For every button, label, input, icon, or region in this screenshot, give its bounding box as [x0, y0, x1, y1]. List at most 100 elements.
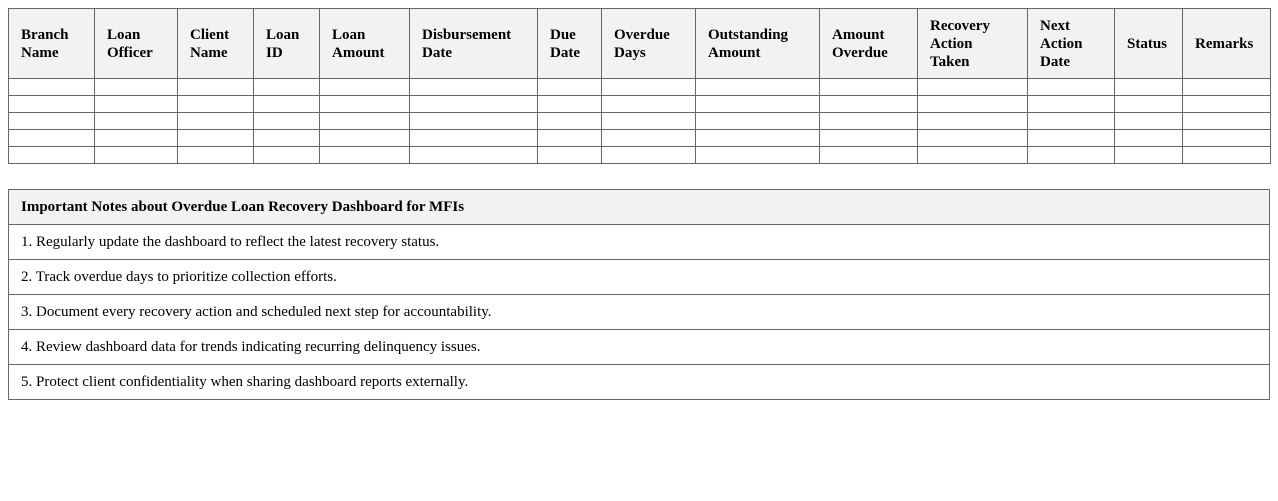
- empty-cell: [94, 95, 178, 113]
- empty-cell: [8, 129, 95, 147]
- column-header: Due Date: [537, 8, 602, 79]
- empty-cell: [537, 78, 602, 96]
- note-row: 1. Regularly update the dashboard to ref…: [8, 224, 1270, 260]
- empty-cell: [917, 112, 1028, 130]
- empty-cell: [1027, 112, 1115, 130]
- empty-cell: [1027, 129, 1115, 147]
- column-header: Status: [1114, 8, 1183, 79]
- empty-cell: [94, 146, 178, 164]
- empty-cell: [319, 146, 410, 164]
- empty-cell: [1182, 146, 1271, 164]
- column-header: Loan Officer: [94, 8, 178, 79]
- empty-cell: [409, 129, 538, 147]
- empty-cell: [1027, 78, 1115, 96]
- empty-cell: [1027, 146, 1115, 164]
- empty-cell: [695, 146, 820, 164]
- empty-cell: [319, 78, 410, 96]
- column-header: Remarks: [1182, 8, 1271, 79]
- empty-cell: [601, 129, 696, 147]
- empty-cell: [819, 146, 918, 164]
- empty-cell: [1114, 78, 1183, 96]
- header-row: Branch Name Loan Officer Client Name Loan I…: [8, 8, 1271, 79]
- column-header: Recovery Action Taken: [917, 8, 1028, 79]
- empty-cell: [1114, 95, 1183, 113]
- empty-cell: [409, 95, 538, 113]
- empty-cell: [319, 112, 410, 130]
- empty-cell: [177, 129, 254, 147]
- empty-cell: [8, 78, 95, 96]
- empty-cell: [177, 146, 254, 164]
- empty-cell: [409, 146, 538, 164]
- empty-cell: [695, 95, 820, 113]
- column-header: Loan ID: [253, 8, 320, 79]
- empty-cell: [819, 95, 918, 113]
- column-header: Overdue Days: [601, 8, 696, 79]
- empty-cell: [319, 95, 410, 113]
- empty-cell: [537, 112, 602, 130]
- empty-cell: [253, 95, 320, 113]
- empty-cell: [917, 146, 1028, 164]
- notes-table: Important Notes about Overdue Loan Recov…: [8, 189, 1270, 400]
- empty-cell: [94, 129, 178, 147]
- note-text: 3. Document every recovery action and sc…: [8, 294, 1270, 330]
- empty-cell: [819, 78, 918, 96]
- empty-row: [8, 78, 1271, 96]
- note-text: 4. Review dashboard data for trends indi…: [8, 329, 1270, 365]
- empty-cell: [409, 112, 538, 130]
- empty-row: [8, 95, 1271, 113]
- empty-cell: [1182, 95, 1271, 113]
- empty-cell: [253, 78, 320, 96]
- column-header: Loan Amount: [319, 8, 410, 79]
- empty-cell: [253, 129, 320, 147]
- note-text: 5. Protect client confidentiality when s…: [8, 364, 1270, 400]
- empty-cell: [409, 78, 538, 96]
- empty-cell: [1182, 129, 1271, 147]
- note-row: 2. Track overdue days to prioritize coll…: [8, 259, 1270, 295]
- column-header: Amount Overdue: [819, 8, 918, 79]
- column-header: Client Name: [177, 8, 254, 79]
- empty-cell: [177, 112, 254, 130]
- empty-cell: [1182, 78, 1271, 96]
- empty-cell: [253, 112, 320, 130]
- note-text: 1. Regularly update the dashboard to ref…: [8, 224, 1270, 260]
- empty-cell: [695, 129, 820, 147]
- column-header: Branch Name: [8, 8, 95, 79]
- note-row: 5. Protect client confidentiality when s…: [8, 364, 1270, 400]
- empty-cell: [819, 129, 918, 147]
- empty-cell: [1114, 112, 1183, 130]
- empty-cell: [319, 129, 410, 147]
- empty-cell: [8, 146, 95, 164]
- empty-row: [8, 146, 1271, 164]
- note-row: 4. Review dashboard data for trends indi…: [8, 329, 1270, 365]
- empty-cell: [94, 78, 178, 96]
- empty-cell: [94, 112, 178, 130]
- empty-cell: [253, 146, 320, 164]
- column-header: Outstanding Amount: [695, 8, 820, 79]
- empty-cell: [8, 95, 95, 113]
- empty-cell: [917, 129, 1028, 147]
- empty-cell: [1114, 129, 1183, 147]
- note-row: 3. Document every recovery action and sc…: [8, 294, 1270, 330]
- empty-cell: [1182, 112, 1271, 130]
- note-text: 2. Track overdue days to prioritize coll…: [8, 259, 1270, 295]
- empty-cell: [601, 95, 696, 113]
- empty-cell: [537, 129, 602, 147]
- empty-cell: [1027, 95, 1115, 113]
- empty-cell: [695, 112, 820, 130]
- notes-title: Important Notes about Overdue Loan Recov…: [8, 189, 1270, 225]
- empty-cell: [1114, 146, 1183, 164]
- empty-cell: [695, 78, 820, 96]
- column-header: Next Action Date: [1027, 8, 1115, 79]
- empty-row: [8, 112, 1271, 130]
- empty-row: [8, 129, 1271, 147]
- empty-cell: [537, 146, 602, 164]
- empty-cell: [177, 78, 254, 96]
- empty-cell: [601, 146, 696, 164]
- notes-header-row: Important Notes about Overdue Loan Recov…: [8, 189, 1270, 225]
- empty-cell: [601, 112, 696, 130]
- empty-cell: [537, 95, 602, 113]
- empty-cell: [917, 78, 1028, 96]
- loan-table: Branch Name Loan Officer Client Name Loan I…: [8, 8, 1271, 164]
- empty-cell: [177, 95, 254, 113]
